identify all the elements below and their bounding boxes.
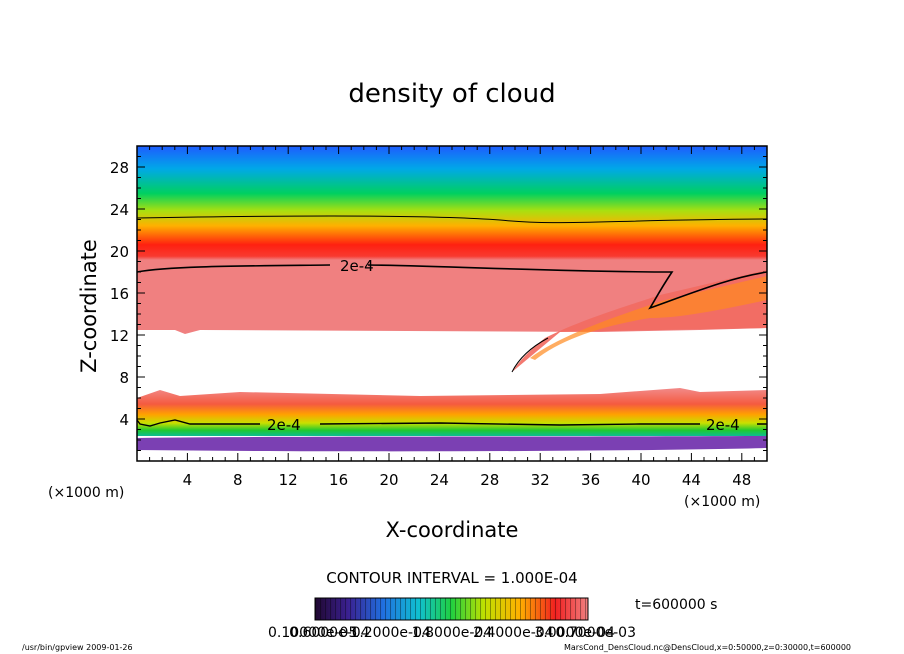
colorbar-labels: 0.10000e-050.6000e-041.2000e-041.8000e-0…	[268, 625, 636, 641]
footer-left: /usr/bin/gpview 2009-01-26	[22, 643, 133, 652]
contour-label: 2e-4	[706, 416, 740, 434]
x-tick-label: 20	[379, 471, 398, 489]
contour-line	[136, 215, 768, 224]
contour-label: 2e-4	[267, 416, 301, 434]
x-tick-label: 12	[279, 471, 298, 489]
colorbar-label: 1.2000e-04	[350, 625, 431, 641]
time-label: t=600000 s	[635, 597, 717, 613]
chart-title: density of cloud	[348, 79, 555, 109]
contour-label: 2e-4	[340, 257, 374, 275]
x-tick-label: 8	[233, 471, 243, 489]
x-unit-right: (×1000 m)	[684, 494, 760, 510]
x-tick-label: 16	[329, 471, 348, 489]
x-tick-label: 40	[631, 471, 650, 489]
contour-interval: CONTOUR INTERVAL = 1.000E-04	[326, 569, 577, 587]
contour-line	[136, 419, 767, 427]
contour-line	[136, 264, 768, 310]
y-axis-label: Z-coordinate	[77, 239, 101, 373]
x-tick-label: 48	[732, 471, 751, 489]
clear-gap	[137, 328, 767, 394]
y-tick-label: 12	[110, 327, 129, 345]
y-tick-label: 16	[110, 285, 129, 303]
y-tick-label: 28	[110, 159, 129, 177]
y-tick-label: 24	[110, 201, 129, 219]
x-tick-label: 24	[430, 471, 449, 489]
colorbar-label: 3.0000e-04	[534, 625, 615, 641]
x-tick-label: 44	[682, 471, 701, 489]
plot-area	[137, 146, 767, 461]
y-tick-label: 8	[119, 369, 129, 387]
footer-right: MarsCond_DensCloud.nc@DensCloud,x=0:5000…	[564, 643, 851, 652]
x-tick-label: 36	[581, 471, 600, 489]
colorbar-label: 0.7000e-03	[556, 625, 636, 641]
x-unit-left: (×1000 m)	[48, 485, 124, 501]
y-tick-label: 4	[119, 411, 129, 429]
x-tick-label: 4	[183, 471, 193, 489]
x-tick-label: 28	[480, 471, 499, 489]
x-tick-label: 32	[531, 471, 550, 489]
colorbar-label: 1.8000e-04	[412, 625, 493, 641]
colorbar-label: 0.6000e-04	[289, 625, 370, 641]
colorbar-label: 2.4000e-04	[473, 625, 554, 641]
x-axis-label: X-coordinate	[386, 518, 519, 542]
colorbar-label: 0.10000e-05	[268, 625, 357, 641]
y-tick-label: 20	[110, 243, 129, 261]
